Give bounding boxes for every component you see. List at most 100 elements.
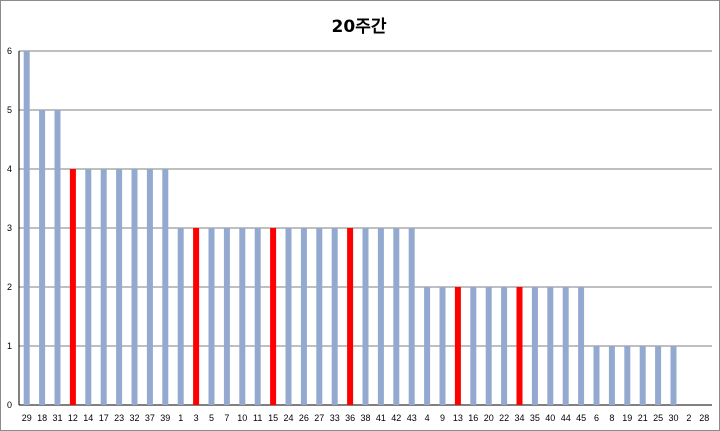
x-tick-label: 14 [83, 413, 93, 423]
x-tick-label: 35 [530, 413, 540, 423]
x-tick-label: 1 [178, 413, 183, 423]
x-tick-label: 17 [99, 413, 109, 423]
bar [116, 169, 123, 405]
chart-title: 20주간 [331, 17, 387, 37]
x-tick-label: 29 [22, 413, 32, 423]
bar [39, 110, 46, 405]
bar [208, 228, 215, 405]
bar [670, 346, 677, 405]
bar [69, 169, 76, 405]
x-tick-label: 23 [114, 413, 124, 423]
bar [639, 346, 646, 405]
x-tick-label: 8 [609, 413, 614, 423]
bar [454, 287, 461, 405]
x-tick-label: 31 [52, 413, 62, 423]
bar [316, 228, 323, 405]
y-tick-label: 0 [7, 400, 12, 410]
bar [424, 287, 431, 405]
bar [516, 287, 523, 405]
x-tick-label: 16 [468, 413, 478, 423]
x-tick-label: 13 [453, 413, 463, 423]
x-tick-label: 30 [668, 413, 678, 423]
bar [347, 228, 354, 405]
bar-layer [23, 51, 677, 405]
y-tick-label: 6 [7, 46, 12, 56]
y-tick-label: 5 [7, 105, 12, 115]
bar [393, 228, 400, 405]
y-tick-label: 4 [7, 164, 12, 174]
y-tick-label: 1 [7, 341, 12, 351]
x-tick-label: 19 [622, 413, 632, 423]
bar [624, 346, 631, 405]
bar [331, 228, 338, 405]
x-tick-label: 33 [330, 413, 340, 423]
bar [177, 228, 184, 405]
x-tick-label: 12 [68, 413, 78, 423]
x-tick-label: 37 [145, 413, 155, 423]
bar [162, 169, 169, 405]
x-tick-label: 38 [360, 413, 370, 423]
bar [300, 228, 307, 405]
x-tick-label: 4 [425, 413, 430, 423]
x-tick-label: 26 [299, 413, 309, 423]
bar [531, 287, 538, 405]
bar [239, 228, 246, 405]
bar [547, 287, 554, 405]
x-tick-label: 3 [194, 413, 199, 423]
bar [362, 228, 369, 405]
x-tick-label: 18 [37, 413, 47, 423]
bar [54, 110, 61, 405]
x-tick-label: 15 [268, 413, 278, 423]
x-tick-label: 41 [376, 413, 386, 423]
bar [270, 228, 277, 405]
x-tick-label: 21 [638, 413, 648, 423]
bar [608, 346, 615, 405]
bar [377, 228, 384, 405]
x-tick-label: 36 [345, 413, 355, 423]
x-tick-label: 7 [224, 413, 229, 423]
bar [593, 346, 600, 405]
x-tick-label: 28 [699, 413, 709, 423]
y-tick-label: 2 [7, 282, 12, 292]
x-tick-label: 2 [686, 413, 691, 423]
x-tick-label: 11 [253, 413, 262, 423]
x-axis-ticks: 29 18 31 12 14 17 23 32 37 39 1 3 5 7 10 11 15 24 26 27 33 36… [22, 413, 710, 423]
x-tick-label: 43 [407, 413, 417, 423]
x-tick-label: 45 [576, 413, 586, 423]
bar [85, 169, 92, 405]
bar [23, 51, 30, 405]
x-tick-label: 5 [209, 413, 214, 423]
bar [146, 169, 153, 405]
bar [470, 287, 477, 405]
bar [439, 287, 446, 405]
x-tick-label: 9 [440, 413, 445, 423]
x-tick-label: 25 [653, 413, 663, 423]
bar [408, 228, 415, 405]
bar [485, 287, 492, 405]
x-tick-label: 32 [129, 413, 139, 423]
bar [578, 287, 585, 405]
bar [100, 169, 107, 405]
y-axis-ticks: 0 1 2 3 4 5 6 [7, 46, 12, 410]
bar [285, 228, 292, 405]
x-tick-label: 34 [514, 413, 524, 423]
x-tick-label: 20 [484, 413, 494, 423]
x-tick-label: 44 [561, 413, 571, 423]
x-tick-label: 27 [314, 413, 324, 423]
x-tick-label: 10 [237, 413, 247, 423]
x-tick-label: 39 [160, 413, 170, 423]
bar [254, 228, 261, 405]
bar [655, 346, 662, 405]
x-tick-label: 42 [391, 413, 401, 423]
x-tick-label: 40 [545, 413, 555, 423]
bar [193, 228, 200, 405]
x-tick-label: 6 [594, 413, 599, 423]
bar [501, 287, 508, 405]
x-tick-label: 24 [283, 413, 293, 423]
y-tick-label: 3 [7, 223, 12, 233]
bar [223, 228, 230, 405]
bar [562, 287, 569, 405]
bar [131, 169, 138, 405]
x-tick-label: 22 [499, 413, 509, 423]
